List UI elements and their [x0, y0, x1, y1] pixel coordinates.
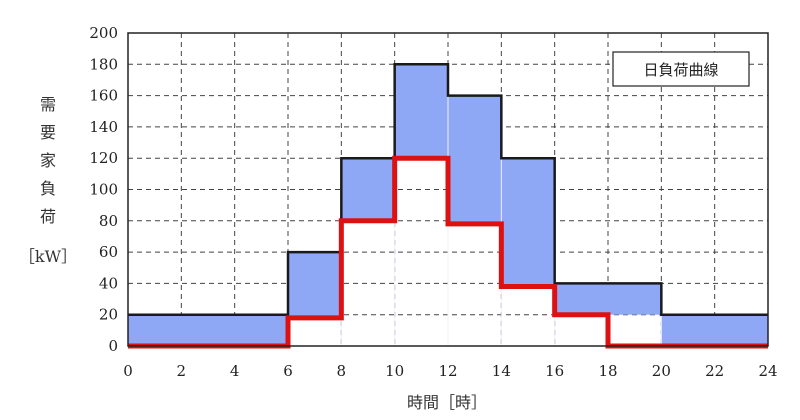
x-tick-label: 8: [337, 362, 347, 380]
y-axis-unit: ［kW］: [19, 247, 77, 266]
load-area-bar: [554, 283, 662, 315]
y-tick-label: 120: [89, 149, 118, 167]
y-tick-label: 200: [89, 24, 118, 42]
y-tick-label: 180: [89, 55, 118, 73]
series-lines: [128, 63, 768, 349]
x-axis-label: 時間［時］: [407, 393, 487, 412]
y-axis-label-char: 需: [40, 95, 56, 114]
y-tick-label: 80: [99, 212, 118, 230]
x-tick-label: 6: [283, 362, 293, 380]
y-axis-label: 需 要 家 負 荷 ［kW］: [19, 95, 77, 266]
load-fill-area: [128, 64, 768, 346]
x-tick-label: 12: [438, 362, 457, 380]
load-area-bar: [341, 158, 395, 221]
x-tick-label: 22: [705, 362, 724, 380]
y-axis-label-char: 荷: [40, 207, 56, 226]
series-line-lower: [128, 155, 768, 349]
y-tick-label: 160: [89, 87, 118, 105]
y-tick-label: 140: [89, 118, 118, 136]
y-tick-label: 100: [89, 181, 118, 199]
legend-label: 日負荷曲線: [643, 61, 718, 79]
y-tick-label: 60: [99, 243, 118, 261]
legend-box: [612, 51, 750, 87]
x-tick-label: 14: [492, 362, 511, 380]
x-tick-label: 10: [385, 362, 404, 380]
load-area-bar: [448, 95, 502, 224]
series-line-upper: [128, 63, 768, 316]
x-tick-label: 24: [758, 362, 777, 380]
x-tick-label: 0: [123, 362, 133, 380]
load-area-bar: [661, 314, 768, 346]
x-tick-label: 20: [652, 362, 671, 380]
x-tick-labels: 0 2 4 6 8 10 12 14 16 18 20 22 24: [123, 362, 777, 380]
y-tick-label: 0: [108, 337, 118, 355]
plot-frame: [127, 32, 769, 347]
load-area-bar: [394, 64, 448, 159]
legend: 日負荷曲線: [612, 51, 750, 87]
load-area-bar: [288, 252, 342, 318]
y-axis-label-char: 要: [40, 123, 56, 142]
load-area-bar: [128, 314, 288, 346]
y-axis-label-char: 負: [40, 179, 56, 198]
x-tick-label: 2: [177, 362, 187, 380]
y-tick-labels: 0 20 40 60 80 100 120 140 160 180 200: [89, 24, 118, 355]
x-tick-label: 16: [545, 362, 564, 380]
y-tick-label: 40: [99, 274, 118, 292]
load-area-bar: [501, 158, 555, 287]
x-tick-label: 4: [230, 362, 240, 380]
y-tick-label: 20: [99, 306, 118, 324]
x-tick-label: 18: [598, 362, 617, 380]
y-axis-label-char: 家: [40, 151, 56, 170]
